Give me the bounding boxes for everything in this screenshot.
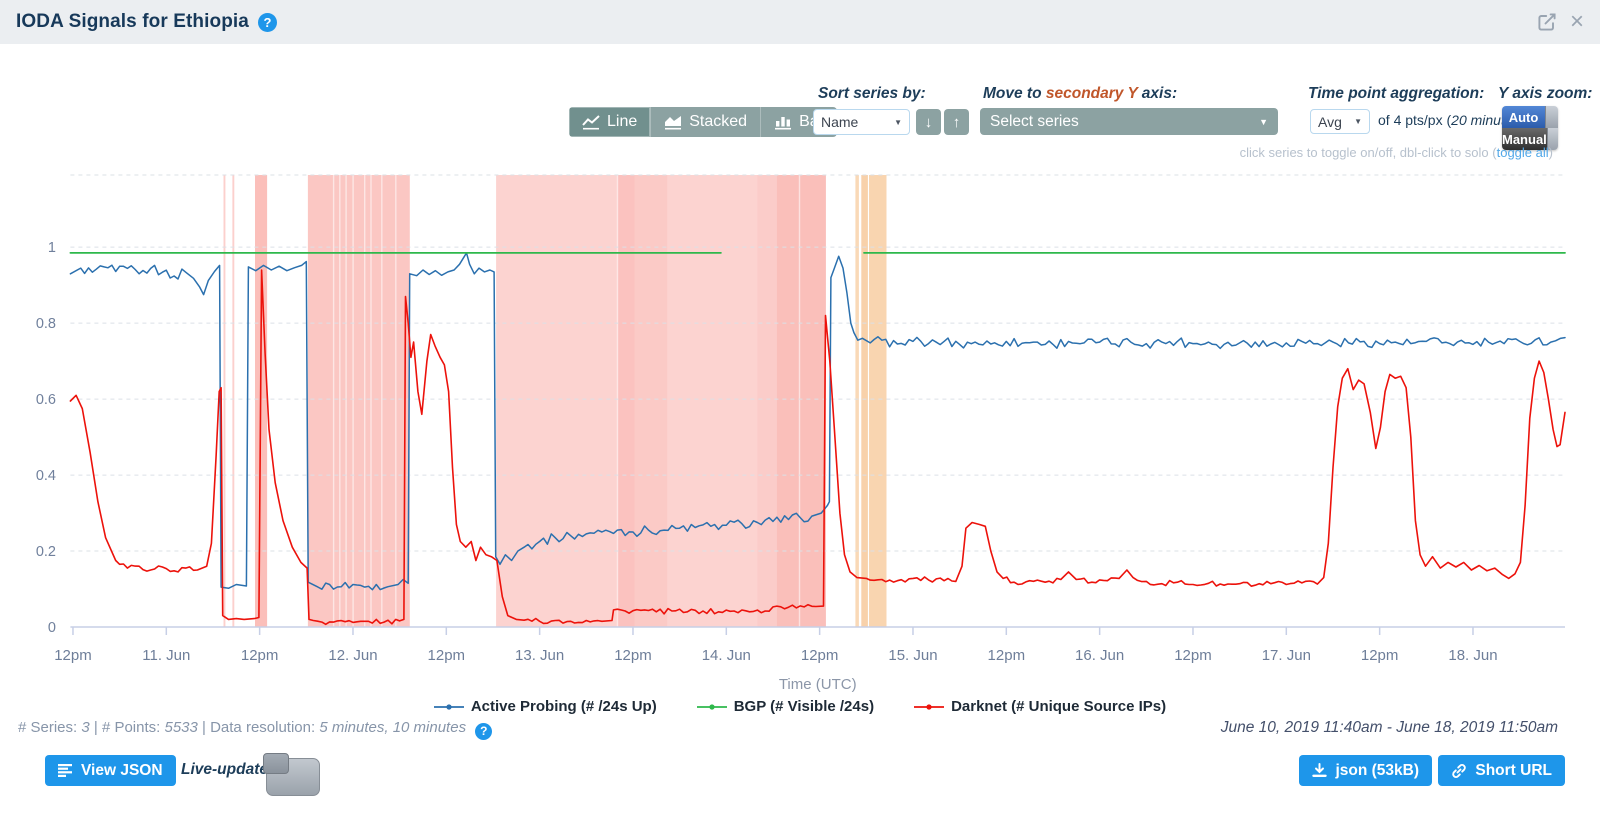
x-tick-label: 16. Jun [1075, 647, 1124, 664]
sort-ascending-button[interactable]: ↑ [944, 109, 969, 135]
y-zoom-manual-option[interactable]: Manual [1502, 128, 1558, 150]
outage-band [617, 175, 635, 627]
secondary-axis-label: Move to secondary Y axis: [983, 85, 1178, 102]
close-icon[interactable]: × [1569, 8, 1584, 35]
x-tick-label: 12pm [428, 647, 466, 664]
outage-band [869, 175, 887, 627]
x-tick-label: 12pm [614, 647, 652, 664]
band-seam [381, 175, 383, 627]
title-help-icon[interactable]: ? [257, 12, 277, 32]
band-seam [352, 175, 354, 627]
date-range: June 10, 2019 11:40am - June 18, 2019 11… [1220, 719, 1558, 736]
toggle-all-link[interactable]: toggle all [1496, 145, 1549, 160]
band-seam [616, 175, 619, 627]
line-button[interactable]: Line [569, 107, 651, 137]
toggle-knob [1545, 106, 1558, 128]
bar-chart-icon [775, 116, 792, 129]
x-tick-label: 12pm [1174, 647, 1212, 664]
band-seam [370, 175, 372, 627]
line-chart-icon [582, 114, 600, 129]
aggregation-select[interactable]: Avg ▼ [1310, 109, 1370, 134]
x-tick-label: 12pm [54, 647, 92, 664]
x-tick-label: 13. Jun [515, 647, 564, 664]
x-tick-label: 17. Jun [1262, 647, 1311, 664]
legend-marker-icon [433, 703, 464, 710]
caret-down-icon: ▼ [1354, 117, 1362, 126]
chart-type-toggle: Line Stacked Bar [569, 107, 837, 137]
link-icon [1452, 763, 1467, 778]
download-icon [1312, 763, 1328, 777]
view-json-button[interactable]: View JSON [45, 755, 176, 786]
y-tick-label: 1 [48, 240, 56, 256]
x-tick-label: 12. Jun [328, 647, 377, 664]
aggregation-label: Time point aggregation: [1308, 85, 1485, 102]
outage-band [307, 175, 410, 627]
outage-band [223, 175, 226, 627]
x-axis-title: Time (UTC) [779, 676, 857, 693]
page-title: IODA Signals for Ethiopia [16, 11, 249, 32]
y-tick-label: 0.2 [36, 544, 56, 560]
legend-item-1[interactable]: BGP (# Visible /24s) [696, 698, 874, 715]
legend-item-2[interactable]: Darknet (# Unique Source IPs) [914, 698, 1166, 715]
band-seam [395, 175, 397, 627]
x-tick-label: 18. Jun [1448, 647, 1497, 664]
outage-band [496, 175, 826, 627]
short-url-button[interactable]: Short URL [1438, 755, 1565, 786]
select-series-dropdown[interactable]: Select series ▼ [980, 108, 1278, 135]
edit-icon[interactable] [1536, 11, 1558, 33]
outage-band [634, 175, 668, 627]
x-tick-label: 11. Jun [142, 647, 190, 664]
x-tick-label: 15. Jun [888, 647, 937, 664]
y-tick-label: 0.4 [36, 468, 56, 484]
series-line-2 [69, 269, 1566, 626]
series-stats: # Series: 3 | # Points: 5533 | Data reso… [18, 719, 493, 740]
chart-legend: Active Probing (# /24s Up) BGP (# Visible… [0, 698, 1600, 715]
y-tick-label: 0.8 [36, 316, 56, 332]
band-seam [798, 175, 801, 627]
band-seam [339, 175, 341, 627]
live-update-label: Live-update: [181, 761, 274, 778]
x-tick-label: 14. Jun [702, 647, 751, 664]
live-update-toggle[interactable] [263, 753, 320, 796]
list-icon [58, 764, 72, 777]
series-hint: click series to toggle on/off, dbl-click… [1239, 145, 1553, 160]
y-zoom-label: Y axis zoom: [1498, 85, 1593, 102]
y-zoom-auto-option[interactable]: Auto [1502, 106, 1558, 128]
outage-band [855, 175, 859, 627]
caret-down-icon: ▼ [1259, 116, 1268, 127]
x-tick-label: 12pm [988, 647, 1026, 664]
sort-descending-button[interactable]: ↓ [916, 109, 941, 135]
outage-band [861, 175, 868, 627]
legend-item-0[interactable]: Active Probing (# /24s Up) [433, 698, 657, 715]
download-json-button[interactable]: json (53kB) [1299, 755, 1432, 786]
caret-down-icon: ▼ [894, 117, 902, 127]
y-tick-label: 0.6 [36, 392, 56, 408]
outage-band [757, 175, 777, 627]
sort-label: Sort series by: [818, 85, 926, 102]
resolution-help-icon[interactable]: ? [475, 722, 493, 740]
modal-header: IODA Signals for Ethiopia ? × [0, 0, 1600, 44]
toggle-knob [263, 753, 289, 774]
stacked-chart-icon [665, 115, 682, 129]
outage-band [232, 175, 235, 627]
x-tick-label: 12pm [241, 647, 279, 664]
legend-marker-icon [696, 703, 727, 710]
sort-select[interactable]: Name ▼ [813, 109, 910, 135]
y-tick-label: 0 [48, 620, 56, 636]
outage-band [776, 175, 826, 627]
signals-chart[interactable]: 0 0.2 0.4 0.6 0.8 1 12pm 11. Jun 12pm 12. Jun 12pm… [0, 160, 1600, 700]
series-line-0 [69, 252, 1566, 591]
legend-marker-icon [914, 703, 945, 710]
y-axis-zoom-toggle[interactable]: Auto Manual [1502, 106, 1558, 150]
x-tick-label: 12pm [1361, 647, 1399, 664]
band-seam [345, 175, 347, 627]
stacked-button[interactable]: Stacked [650, 107, 760, 137]
toggle-knob [1546, 128, 1558, 150]
x-tick-label: 12pm [801, 647, 839, 664]
band-seam [364, 175, 366, 627]
band-seam [332, 175, 335, 627]
